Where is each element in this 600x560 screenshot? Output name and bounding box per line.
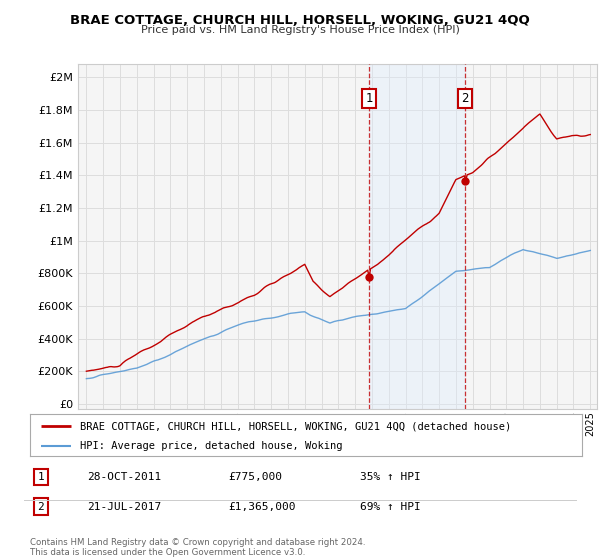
Text: Price paid vs. HM Land Registry's House Price Index (HPI): Price paid vs. HM Land Registry's House … [140,25,460,35]
Text: £1,365,000: £1,365,000 [228,502,296,512]
Text: 35% ↑ HPI: 35% ↑ HPI [360,472,421,482]
Text: HPI: Average price, detached house, Woking: HPI: Average price, detached house, Woki… [80,441,342,451]
Text: 28-OCT-2011: 28-OCT-2011 [87,472,161,482]
Text: 1: 1 [37,472,44,482]
Text: Contains HM Land Registry data © Crown copyright and database right 2024.
This d: Contains HM Land Registry data © Crown c… [30,538,365,557]
Text: 2: 2 [37,502,44,512]
Text: BRAE COTTAGE, CHURCH HILL, HORSELL, WOKING, GU21 4QQ: BRAE COTTAGE, CHURCH HILL, HORSELL, WOKI… [70,14,530,27]
Text: 1: 1 [365,92,373,105]
Text: 21-JUL-2017: 21-JUL-2017 [87,502,161,512]
Bar [369,64,465,409]
Text: 69% ↑ HPI: 69% ↑ HPI [360,502,421,512]
Text: BRAE COTTAGE, CHURCH HILL, HORSELL, WOKING, GU21 4QQ (detached house): BRAE COTTAGE, CHURCH HILL, HORSELL, WOKI… [80,421,511,431]
Text: £775,000: £775,000 [228,472,282,482]
Text: 2: 2 [461,92,469,105]
